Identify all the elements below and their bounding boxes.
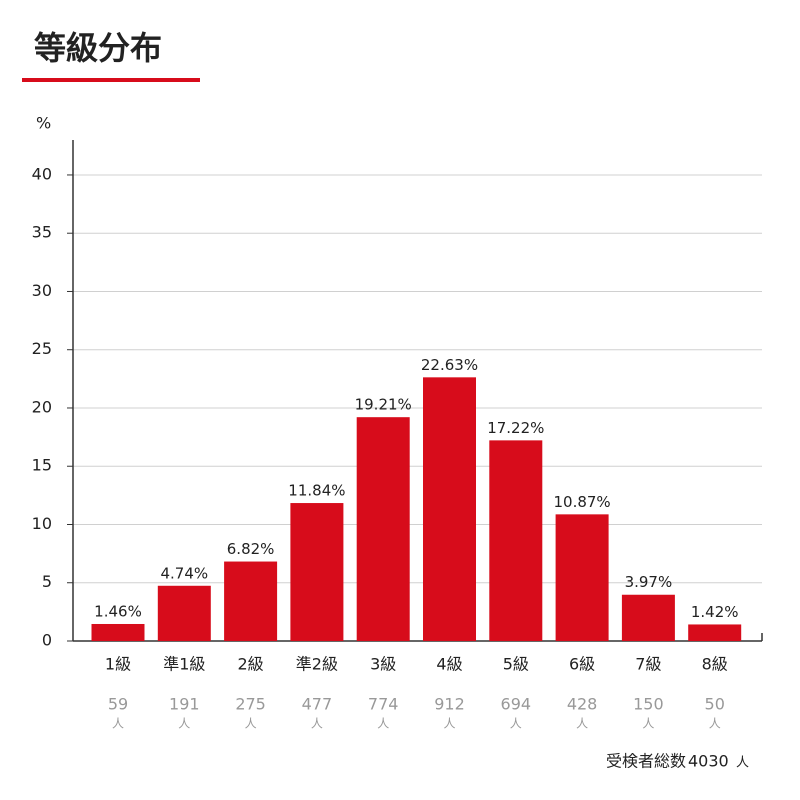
count-unit: 人	[377, 717, 389, 731]
value-label: 6.82%	[227, 540, 275, 558]
y-tick-label: 5	[42, 572, 52, 591]
bar	[91, 623, 145, 641]
y-tick-label: 40	[32, 164, 52, 183]
chart-title: 等級分布	[34, 29, 162, 67]
value-label: 22.63%	[421, 356, 478, 374]
count-unit: 人	[178, 717, 190, 731]
y-tick-label: 35	[32, 223, 52, 242]
count: 191	[169, 695, 200, 714]
title-underline	[22, 78, 200, 82]
value-label: 1.46%	[94, 602, 142, 620]
total-unit: 人	[736, 756, 749, 771]
count-unit: 人	[443, 717, 455, 731]
count: 428	[567, 695, 598, 714]
count: 275	[235, 695, 266, 714]
value-label: 3.97%	[625, 573, 673, 591]
y-tick-label: 15	[32, 456, 52, 475]
count: 150	[633, 695, 664, 714]
value-label: 4.74%	[160, 564, 208, 582]
y-tick-label: 10	[32, 514, 52, 533]
count-unit: 人	[510, 717, 522, 731]
x-tick-label: 6級	[569, 655, 595, 674]
count: 694	[501, 695, 532, 714]
count: 50	[705, 695, 725, 714]
bar	[489, 440, 543, 641]
y-unit: %	[36, 114, 51, 133]
bar	[688, 624, 742, 641]
y-tick-label: 20	[32, 397, 52, 416]
bar	[555, 514, 609, 641]
count-unit: 人	[576, 717, 588, 731]
count-unit: 人	[311, 717, 323, 731]
count-unit: 人	[642, 717, 654, 731]
count: 774	[368, 695, 399, 714]
value-label: 1.42%	[691, 603, 739, 621]
count: 59	[108, 695, 128, 714]
count-unit: 人	[112, 717, 124, 731]
value-label: 17.22%	[487, 419, 544, 437]
bar	[423, 377, 476, 641]
x-tick-label: 準1級	[163, 655, 205, 674]
count: 477	[302, 695, 333, 714]
total: 4030	[688, 752, 729, 771]
count: 912	[434, 695, 465, 714]
total-label: 受検者総数	[606, 752, 686, 771]
bar	[621, 594, 675, 641]
x-tick-label: 7級	[635, 655, 661, 674]
bar	[157, 585, 211, 641]
x-tick-label: 8級	[702, 655, 728, 674]
bar	[290, 503, 344, 641]
value-label: 11.84%	[288, 482, 345, 500]
x-tick-label: 1級	[105, 655, 131, 674]
y-tick-label: 25	[32, 339, 52, 358]
value-label: 19.21%	[355, 396, 412, 414]
x-tick-label: 準2級	[296, 655, 338, 674]
x-tick-label: 3級	[370, 655, 396, 674]
count-unit: 人	[709, 717, 721, 731]
bar	[224, 561, 278, 641]
bar	[356, 417, 410, 641]
y-tick-label: 30	[32, 281, 52, 300]
y-tick-label: 0	[42, 631, 52, 650]
x-tick-label: 4級	[436, 655, 462, 674]
count-unit: 人	[245, 717, 257, 731]
value-label: 10.87%	[553, 493, 610, 511]
x-tick-label: 5級	[503, 655, 529, 674]
x-tick-label: 2級	[238, 655, 264, 674]
